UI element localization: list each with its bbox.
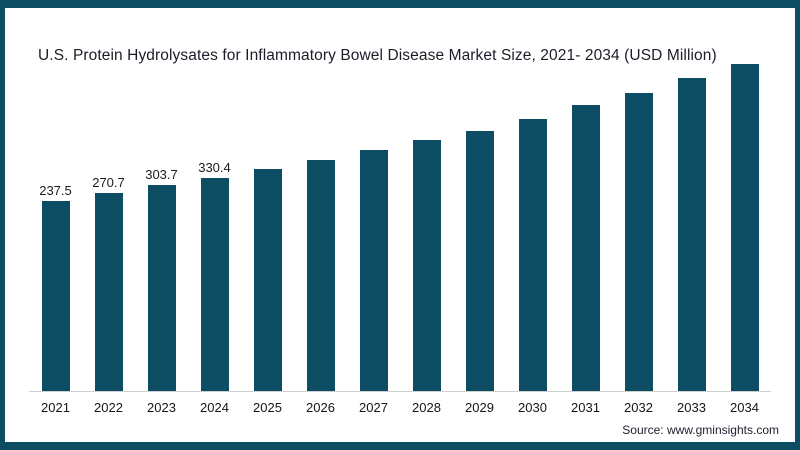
- bar: [306, 160, 335, 391]
- x-axis-tick-label: 2027: [359, 400, 388, 415]
- chart-canvas: U.S. Protein Hydrolysates for Inflammato…: [5, 8, 795, 442]
- bar: [200, 178, 229, 391]
- bar-slot: [612, 40, 665, 391]
- x-axis-tick-label: 2029: [465, 400, 494, 415]
- x-axis-tick-label: 2026: [306, 400, 335, 415]
- chart-title: U.S. Protein Hydrolysates for Inflammato…: [38, 47, 717, 64]
- bar-value-label: 237.5: [39, 183, 72, 198]
- x-axis-labels: 2021 2022 2023 2024 2025 2026 2027 2028 2029 2030…: [29, 400, 771, 415]
- source-credit: Source: www.gminsights.com: [622, 423, 779, 437]
- x-axis-tick-label: 2024: [200, 400, 229, 415]
- x-axis-tick-label: 2034: [730, 400, 759, 415]
- bar: [465, 131, 494, 391]
- x-axis-tick-label: 2028: [412, 400, 441, 415]
- bar: [253, 169, 282, 391]
- bar-slot: [506, 40, 559, 391]
- bar-value-label: 270.7: [92, 175, 125, 190]
- bar-value-label: 330.4: [198, 160, 231, 175]
- x-axis-tick-label: 2033: [677, 400, 706, 415]
- bar: [677, 78, 706, 391]
- bar: [359, 150, 388, 391]
- x-axis-tick-label: 2021: [41, 400, 70, 415]
- bar: [94, 193, 123, 391]
- bar: [730, 64, 759, 391]
- bar-plot-area: 237.5 270.7 303.7 330.4: [29, 40, 771, 392]
- bar-slot: [559, 40, 612, 391]
- bar-slot: [241, 40, 294, 391]
- bar: [41, 201, 70, 391]
- bar-slot: [294, 40, 347, 391]
- x-axis-tick-label: 2025: [253, 400, 282, 415]
- bar: [147, 185, 176, 391]
- bar-slot: [347, 40, 400, 391]
- bar-slot: [400, 40, 453, 391]
- bar-slot: 237.5: [29, 40, 82, 391]
- bar-slot: 270.7: [82, 40, 135, 391]
- x-axis-tick-label: 2022: [94, 400, 123, 415]
- bar-slot: 330.4: [188, 40, 241, 391]
- bar-slot: [718, 40, 771, 391]
- x-axis-tick-label: 2031: [571, 400, 600, 415]
- bar: [571, 105, 600, 391]
- x-axis-tick-label: 2032: [624, 400, 653, 415]
- bar: [624, 93, 653, 391]
- bar-slot: 303.7: [135, 40, 188, 391]
- bar: [518, 119, 547, 391]
- bar-slot: [453, 40, 506, 391]
- x-axis-tick-label: 2023: [147, 400, 176, 415]
- bar: [412, 140, 441, 391]
- bar-value-label: 303.7: [145, 167, 178, 182]
- x-axis-tick-label: 2030: [518, 400, 547, 415]
- bar-slot: [665, 40, 718, 391]
